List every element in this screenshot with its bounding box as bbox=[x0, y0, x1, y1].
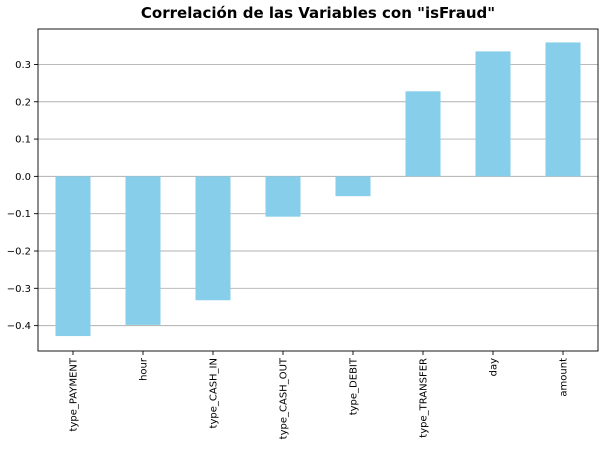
bar-type_CASH_IN bbox=[195, 176, 231, 301]
plot-frame bbox=[37, 28, 599, 352]
y-tick-label: 0.0 bbox=[15, 172, 31, 183]
bar-type_DEBIT bbox=[335, 176, 371, 197]
y-tick-label: 0.2 bbox=[15, 97, 31, 108]
y-tick-label: −0.2 bbox=[7, 247, 31, 258]
bar-type_TRANSFER bbox=[405, 91, 441, 177]
chart-title: Correlación de las Variables con "isFrau… bbox=[141, 4, 495, 22]
bar-day bbox=[475, 51, 511, 177]
y-tick-label: −0.3 bbox=[7, 284, 31, 295]
bar-type_CASH_OUT bbox=[265, 176, 301, 217]
gridlines bbox=[38, 63, 598, 327]
y-tick-label: −0.4 bbox=[7, 321, 31, 332]
bar-type_PAYMENT bbox=[55, 176, 91, 337]
axes: −0.4 −0.3 −0.2 −0.1 0.0 0.1 0.2 0.3 type_PAYMENT… bbox=[7, 28, 599, 439]
x-tick-label: hour bbox=[139, 357, 150, 381]
x-tick-label: amount bbox=[559, 358, 570, 397]
y-tick-label: 0.3 bbox=[15, 60, 31, 71]
x-tick-label: type_CASH_OUT bbox=[279, 357, 290, 439]
bars bbox=[55, 42, 581, 337]
x-tick-label: day bbox=[489, 358, 500, 376]
bar-hour bbox=[125, 176, 161, 325]
bar-amount bbox=[545, 42, 581, 177]
y-tick-label: −0.1 bbox=[7, 209, 31, 220]
x-tick-label: type_PAYMENT bbox=[69, 357, 80, 431]
x-tick-label: type_CASH_IN bbox=[209, 358, 220, 428]
x-tick-label: type_DEBIT bbox=[349, 357, 360, 415]
x-tick-label: type_TRANSFER bbox=[419, 358, 430, 438]
y-tick-label: 0.1 bbox=[15, 135, 31, 146]
